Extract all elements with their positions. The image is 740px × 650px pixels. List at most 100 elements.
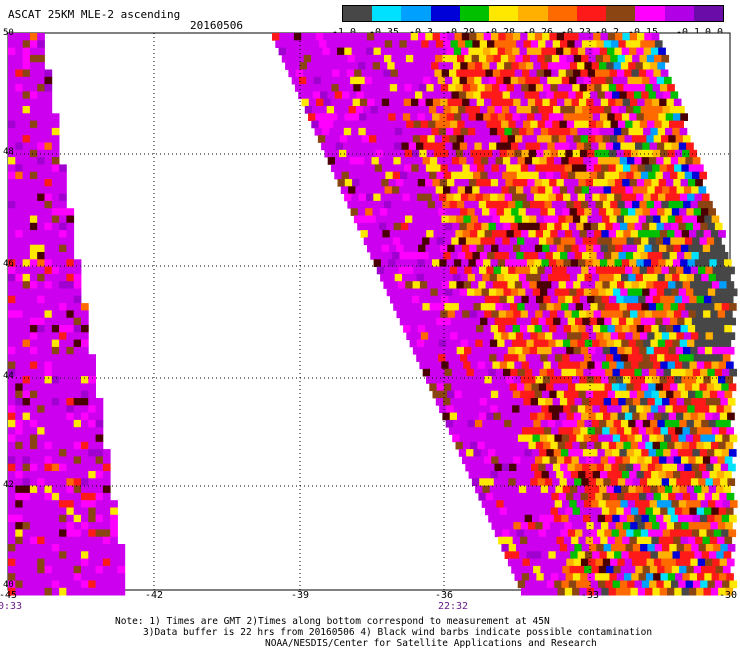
wind-cell — [571, 33, 579, 41]
wind-cell — [560, 463, 568, 472]
wind-cell — [497, 339, 505, 348]
wind-cell — [495, 383, 503, 392]
wind-cell — [514, 281, 523, 289]
wind-cell — [442, 332, 451, 340]
wind-cell — [558, 215, 566, 224]
wind-cell — [447, 164, 456, 173]
wind-cell — [569, 76, 577, 85]
wind-cell — [543, 69, 552, 78]
wind-cell — [668, 492, 676, 501]
wind-cell — [692, 449, 701, 457]
wind-cell — [614, 113, 623, 121]
wind-cell — [455, 295, 464, 304]
wind-cell — [59, 266, 67, 275]
wind-cell — [486, 398, 495, 406]
wind-cell — [515, 412, 524, 421]
wind-cell — [517, 237, 525, 246]
wind-cell — [29, 200, 38, 209]
wind-cell — [352, 33, 360, 41]
wind-cell — [329, 113, 338, 121]
wind-cell — [699, 383, 708, 392]
wind-cell — [15, 507, 23, 516]
wind-cell — [29, 295, 38, 304]
wind-cell — [514, 573, 523, 581]
wind-cell — [442, 346, 450, 355]
wind-cell — [37, 69, 45, 78]
wind-cell — [480, 317, 488, 326]
wind-cell — [550, 507, 559, 516]
wind-cell — [664, 142, 672, 151]
wind-cell — [605, 76, 614, 85]
wind-cell — [412, 149, 420, 158]
wind-cell — [337, 113, 345, 121]
wind-cell — [684, 529, 693, 538]
wind-cell — [88, 390, 96, 399]
wind-cell — [578, 471, 586, 479]
wind-cell — [292, 62, 301, 70]
wind-cell — [540, 500, 548, 508]
wind-cell — [66, 544, 75, 552]
wind-cell — [37, 412, 45, 421]
wind-cell — [345, 98, 353, 107]
wind-cell — [535, 98, 543, 107]
wind-cell — [8, 325, 16, 333]
wind-cell — [659, 310, 667, 319]
wind-cell — [22, 514, 31, 523]
wind-cell — [670, 171, 678, 180]
wind-cell — [694, 273, 702, 282]
wind-cell — [88, 514, 96, 523]
wind-cell — [536, 69, 545, 78]
wind-cell — [450, 40, 459, 48]
wind-cell — [29, 500, 38, 508]
wind-cell — [301, 33, 309, 41]
wind-cell — [480, 106, 488, 114]
wind-cell — [617, 558, 626, 567]
wind-cell — [407, 171, 415, 180]
wind-cell — [608, 441, 617, 450]
wind-cell — [599, 62, 607, 70]
wind-cell — [601, 164, 609, 173]
wind-cell — [611, 529, 620, 538]
wind-cell — [652, 84, 661, 92]
wind-cell — [22, 252, 31, 260]
wind-cell — [445, 142, 453, 151]
wind-cell — [587, 295, 595, 304]
wind-cell — [22, 332, 31, 340]
wind-cell — [88, 427, 96, 435]
wind-cell — [641, 237, 649, 246]
wind-cell — [673, 98, 682, 107]
wind-cell — [405, 135, 414, 143]
wind-cell — [666, 310, 675, 319]
wind-cell — [51, 544, 60, 552]
wind-cell — [453, 193, 462, 202]
wind-cell — [402, 259, 411, 267]
wind-cell — [410, 259, 418, 267]
wind-cell — [540, 288, 548, 297]
wind-cell — [661, 412, 670, 421]
wind-cell — [389, 230, 398, 238]
wind-cell — [585, 179, 594, 187]
wind-cell — [682, 573, 691, 581]
wind-cell — [439, 193, 447, 202]
wind-cell — [705, 398, 714, 406]
wind-cell — [22, 368, 31, 377]
wind-cell — [663, 449, 671, 457]
wind-cell — [607, 259, 615, 267]
wind-cell — [456, 215, 464, 224]
wind-cell — [525, 208, 534, 216]
wind-cell — [493, 492, 501, 501]
wind-cell — [587, 215, 596, 224]
wind-cell — [372, 62, 381, 70]
wind-cell — [44, 76, 53, 85]
wind-cell — [538, 252, 546, 260]
wind-cell — [73, 529, 82, 538]
wind-cell — [636, 113, 645, 121]
wind-cell — [687, 551, 695, 559]
wind-cell — [340, 54, 348, 63]
wind-cell — [657, 565, 665, 574]
wind-cell — [59, 390, 67, 399]
wind-cell — [22, 76, 31, 85]
wind-cell — [607, 33, 616, 41]
wind-cell — [66, 325, 75, 333]
wind-cell — [693, 419, 702, 428]
